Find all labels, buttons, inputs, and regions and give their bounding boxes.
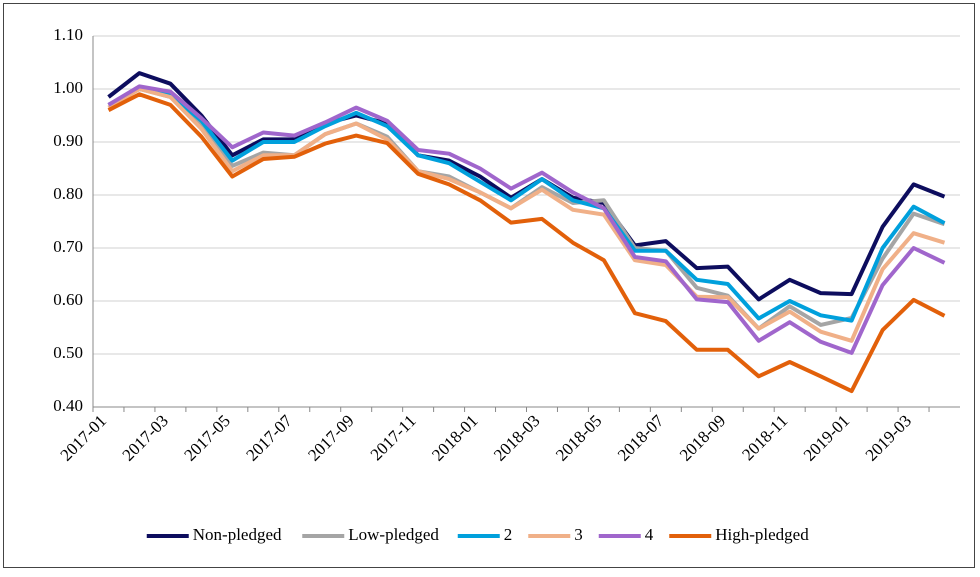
- y-tick-label: 0.40: [53, 396, 83, 415]
- y-tick-label: 0.50: [53, 343, 83, 362]
- y-tick-label: 0.80: [53, 184, 83, 203]
- series-line: [107, 87, 946, 343]
- y-tick-label: 0.60: [53, 290, 83, 309]
- legend-label: 3: [574, 525, 583, 544]
- series-line: [107, 84, 946, 355]
- legend-label: 4: [645, 525, 654, 544]
- legend-label: Low-pledged: [348, 525, 439, 544]
- legend-label: High-pledged: [715, 525, 809, 544]
- y-tick-label: 1.00: [53, 78, 83, 97]
- y-tick-label: 0.90: [53, 131, 83, 150]
- legend-label: Non-pledged: [193, 525, 282, 544]
- y-tick-label: 1.10: [53, 25, 83, 44]
- y-tick-label: 0.70: [53, 237, 83, 256]
- series-line: [107, 92, 946, 394]
- legend-label: 2: [504, 525, 513, 544]
- series-line: [107, 87, 946, 323]
